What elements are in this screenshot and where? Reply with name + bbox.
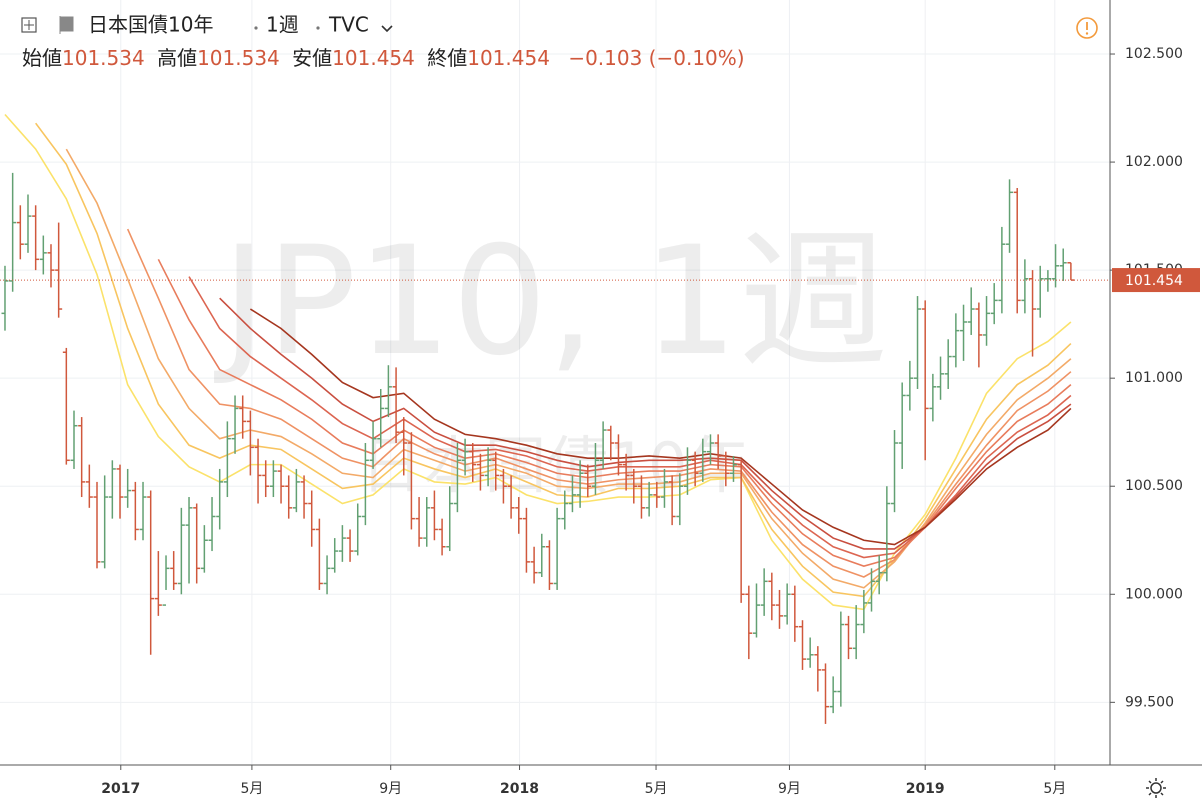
axes: 99.500100.000100.500101.000101.500102.00…	[101, 46, 1200, 797]
symbol-title[interactable]: 日本国債10年	[88, 13, 213, 37]
change: −0.103 (−0.10%)	[568, 46, 744, 70]
y-tick-label: 100.500	[1125, 478, 1183, 494]
add-symbol-icon[interactable]	[21, 17, 37, 33]
warning-icon[interactable]	[1076, 17, 1098, 39]
low-label: 安値	[292, 46, 332, 70]
dropdown-chevron[interactable]	[381, 25, 393, 33]
x-tick-label: 5月	[1043, 781, 1066, 797]
watermark: JP10, 1週	[214, 215, 888, 389]
open-value: 101.534	[62, 46, 145, 70]
x-tick-label: 5月	[645, 781, 668, 797]
last-price-tag	[1112, 268, 1200, 293]
y-tick-label: 102.500	[1125, 46, 1183, 62]
close-value: 101.454	[467, 46, 550, 70]
y-tick-label: 99.500	[1125, 694, 1174, 710]
moving-average-line	[4, 113, 1072, 611]
low-value: 101.454	[332, 46, 415, 70]
separator	[316, 26, 320, 30]
x-tick-label: 5月	[240, 781, 263, 797]
y-tick-label: 101.000	[1125, 370, 1183, 386]
x-tick-label: 2019	[906, 781, 945, 797]
high-value: 101.534	[197, 46, 280, 70]
open-label: 始値	[22, 46, 62, 70]
high-label: 高値	[157, 46, 197, 70]
moving-average-line	[35, 122, 1072, 598]
x-tick-label: 9月	[379, 781, 402, 797]
x-tick-label: 2017	[101, 781, 140, 797]
x-tick-label: 2018	[500, 781, 539, 797]
interval[interactable]: 1週	[266, 13, 299, 37]
ohlc-legend: 始値101.534 高値101.534 安値101.454 終値101.454 …	[22, 46, 745, 70]
last-price-label: 101.454	[1125, 273, 1183, 289]
x-tick-label: 9月	[778, 781, 801, 797]
y-tick-label: 100.000	[1125, 586, 1183, 602]
settings-icon[interactable]	[1146, 778, 1166, 798]
y-tick-label: 102.000	[1125, 154, 1183, 170]
separator	[254, 26, 258, 30]
close-label: 終値	[427, 46, 467, 70]
flag-icon	[59, 16, 74, 34]
plot	[0, 113, 1110, 724]
source[interactable]: TVC	[328, 13, 369, 37]
